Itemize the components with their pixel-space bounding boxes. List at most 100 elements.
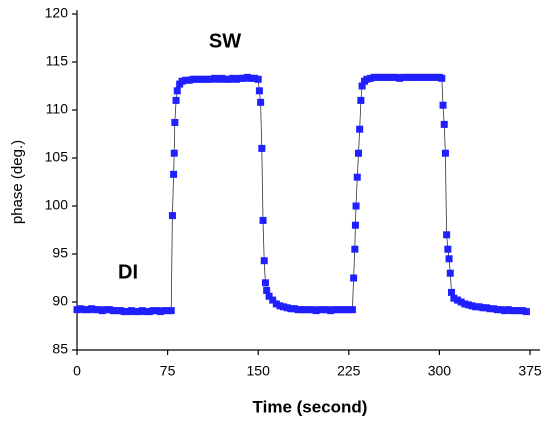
data-point [87, 305, 95, 313]
data-point [443, 231, 451, 239]
data-point [203, 75, 211, 83]
data-point [116, 307, 124, 315]
data-point [269, 296, 277, 304]
data-point [172, 96, 180, 104]
data-point [109, 307, 117, 315]
data-point [84, 306, 92, 314]
data-point [493, 306, 501, 314]
data-point [265, 292, 273, 300]
data-point [229, 74, 237, 82]
data-point [255, 87, 263, 95]
data-point [171, 118, 179, 126]
data-point [138, 307, 146, 315]
data-point [450, 294, 458, 302]
data-point [338, 306, 346, 314]
data-point [260, 257, 268, 265]
data-point [522, 308, 530, 316]
data-point [425, 73, 433, 81]
data-point [363, 75, 371, 83]
data-point [254, 75, 262, 83]
data-point [323, 306, 331, 314]
data-point [444, 245, 452, 253]
data-point [348, 306, 356, 314]
data-point [351, 245, 359, 253]
data-point [263, 286, 271, 294]
y-tick-label: 85 [52, 341, 68, 357]
data-point [512, 307, 520, 315]
x-tick-label: 225 [337, 363, 361, 379]
data-point [341, 306, 349, 314]
data-point [305, 306, 313, 314]
data-point [178, 77, 186, 85]
data-point [131, 308, 139, 316]
data-point [406, 73, 414, 81]
annotation: SW [209, 30, 241, 52]
data-point [120, 308, 128, 316]
data-point [454, 296, 462, 304]
data-point [515, 307, 523, 315]
data-point [225, 75, 233, 83]
y-tick-label: 105 [45, 149, 69, 165]
data-point [222, 75, 230, 83]
data-point [272, 300, 280, 308]
data-point [421, 73, 429, 81]
data-point [414, 73, 422, 81]
data-point [377, 73, 385, 81]
data-point [164, 307, 172, 315]
data-point [211, 74, 219, 82]
data-point [243, 73, 251, 81]
data-point [381, 73, 389, 81]
data-point [504, 306, 512, 314]
data-point [142, 308, 150, 316]
x-tick-label: 0 [73, 363, 81, 379]
data-point [432, 73, 440, 81]
data-point [106, 306, 114, 314]
data-point [280, 303, 288, 311]
data-point [319, 306, 327, 314]
data-point [367, 74, 375, 82]
data-point [168, 212, 176, 220]
data-point [385, 73, 393, 81]
data-point [283, 304, 291, 312]
data-point [232, 75, 240, 83]
data-point [330, 306, 338, 314]
data-point [392, 73, 400, 81]
data-point [156, 308, 164, 316]
data-point [327, 307, 335, 315]
data-point [501, 307, 509, 315]
data-point [207, 75, 215, 83]
data-point [236, 74, 244, 82]
data-point [519, 307, 527, 315]
data-point [358, 82, 366, 90]
data-point [91, 306, 99, 314]
data-point [182, 76, 190, 84]
data-point [439, 101, 447, 109]
data-point [354, 149, 362, 157]
data-point [287, 305, 295, 313]
data-point [290, 305, 298, 313]
data-point [145, 308, 153, 316]
data-point [410, 73, 418, 81]
data-point [95, 306, 103, 314]
data-point [352, 202, 360, 210]
data-point [124, 308, 132, 316]
data-point [153, 307, 161, 315]
data-point [170, 170, 178, 178]
data-point [388, 73, 396, 81]
y-tick-label: 95 [52, 245, 68, 261]
data-point [345, 306, 353, 314]
data-point [193, 75, 201, 83]
data-point [258, 144, 266, 152]
data-point [200, 75, 208, 83]
x-tick-label: 300 [428, 363, 452, 379]
data-point [486, 305, 494, 313]
data-point [483, 304, 491, 312]
data-point [479, 304, 487, 312]
x-axis-label: Time (second) [253, 397, 368, 416]
data-point [214, 75, 222, 83]
data-point [77, 305, 85, 313]
y-tick-label: 100 [45, 197, 69, 213]
data-point [261, 279, 269, 287]
data-point [135, 308, 143, 316]
